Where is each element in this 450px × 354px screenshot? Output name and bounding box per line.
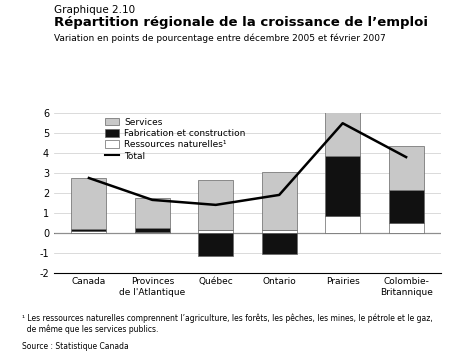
Bar — [325, 106, 360, 156]
Bar — [198, 233, 233, 256]
Bar — [135, 232, 170, 233]
Bar — [262, 233, 297, 254]
Bar — [135, 228, 170, 232]
Text: Variation en points de pourcentage entre décembre 2005 et février 2007: Variation en points de pourcentage entre… — [54, 34, 386, 43]
Bar — [262, 230, 297, 233]
Bar — [198, 180, 233, 230]
Bar — [262, 172, 297, 230]
Bar — [389, 146, 423, 190]
Bar — [325, 216, 360, 233]
Text: Source : Statistique Canada: Source : Statistique Canada — [22, 342, 129, 350]
Text: ¹ Les ressources naturelles comprennent l’agriculture, les forêts, les pêches, l: ¹ Les ressources naturelles comprennent … — [22, 313, 433, 334]
Bar — [325, 156, 360, 216]
Bar — [72, 231, 106, 233]
Bar — [389, 190, 423, 223]
Bar — [72, 178, 106, 229]
Bar — [198, 230, 233, 233]
Text: Graphique 2.10: Graphique 2.10 — [54, 5, 135, 15]
Text: Répartition régionale de la croissance de l’emploi: Répartition régionale de la croissance d… — [54, 16, 428, 29]
Bar — [135, 198, 170, 228]
Bar — [389, 223, 423, 233]
Bar — [72, 229, 106, 231]
Legend: Services, Fabrication et construction, Ressources naturelles¹, Total: Services, Fabrication et construction, R… — [105, 118, 245, 161]
